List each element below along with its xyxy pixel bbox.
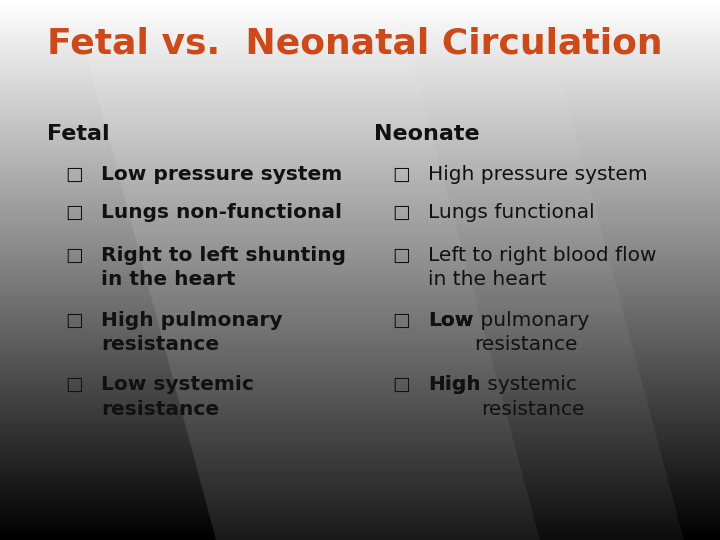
Text: Neonate: Neonate <box>374 124 480 144</box>
Text: High: High <box>428 375 481 394</box>
Text: □: □ <box>65 310 83 329</box>
Text: Fetal: Fetal <box>47 124 109 144</box>
Text: □: □ <box>65 375 83 394</box>
Text: High pulmonary
resistance: High pulmonary resistance <box>101 310 282 354</box>
Text: Lungs non-functional: Lungs non-functional <box>101 202 342 221</box>
Text: □: □ <box>65 165 83 184</box>
Text: Low pressure system: Low pressure system <box>101 165 342 184</box>
Text: □: □ <box>392 202 410 221</box>
Text: Low: Low <box>428 310 474 329</box>
Text: □: □ <box>392 375 410 394</box>
Text: □: □ <box>65 246 83 265</box>
Polygon shape <box>396 0 684 540</box>
Text: □: □ <box>65 202 83 221</box>
Text: Low: Low <box>428 310 474 329</box>
Text: Lungs functional: Lungs functional <box>428 202 595 221</box>
Text: □: □ <box>392 310 410 329</box>
Text: Low systemic
resistance: Low systemic resistance <box>101 375 253 418</box>
Text: Fetal vs.  Neonatal Circulation: Fetal vs. Neonatal Circulation <box>47 27 662 61</box>
Text: □: □ <box>392 165 410 184</box>
Polygon shape <box>72 0 540 540</box>
Text: Left to right blood flow
in the heart: Left to right blood flow in the heart <box>428 246 657 289</box>
Text: pulmonary
resistance: pulmonary resistance <box>474 310 589 354</box>
Text: High pressure system: High pressure system <box>428 165 648 184</box>
Text: High: High <box>428 375 481 394</box>
Text: □: □ <box>392 246 410 265</box>
Text: Right to left shunting
in the heart: Right to left shunting in the heart <box>101 246 346 289</box>
Text: systemic
resistance: systemic resistance <box>481 375 585 418</box>
